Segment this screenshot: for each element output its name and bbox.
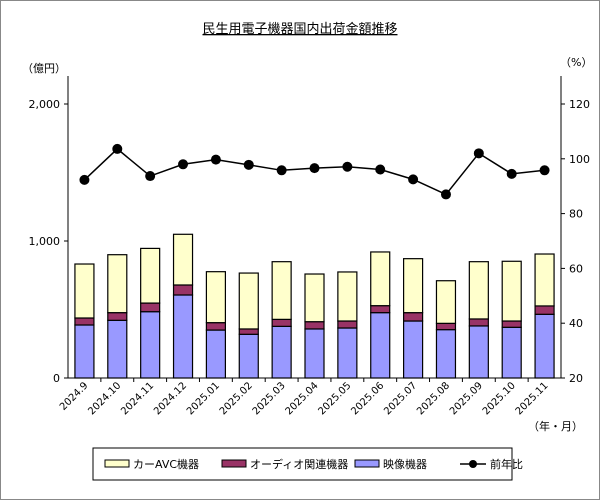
bar-オーディオ関連機器 [238,328,259,335]
bar-オーディオ関連機器 [205,322,226,331]
y-left-tick-label: 2,000 [29,98,61,111]
x-tick-label: 2025.10 [481,380,518,417]
x-tick-label: 2025.07 [382,380,419,417]
bar-映像機器 [501,326,522,379]
y-right-label: （%） [560,56,592,69]
y-left-label: （億円） [22,62,66,75]
bar-カーAVC機器 [140,247,161,304]
line-point [276,165,287,176]
bar-オーディオ関連機器 [172,284,194,296]
bar-オーディオ関連機器 [468,318,489,327]
bar-カーAVC機器 [370,251,391,307]
bar-カーAVC機器 [205,271,226,324]
bar-オーディオ関連機器 [271,318,292,327]
bar-映像機器 [172,294,194,379]
legend-marker [469,460,477,468]
y-right-tick-label: 100 [569,153,590,166]
y-right-tick-label: 80 [569,208,583,221]
bar-カーAVC機器 [271,261,292,320]
x-tick-label: 2024.10 [86,380,123,417]
bar-映像機器 [435,329,457,379]
line-point [375,164,386,175]
bar-映像機器 [238,333,259,379]
x-tick-label: 2024.12 [152,380,189,417]
legend-swatch [221,459,247,468]
bar-カーAVC機器 [468,261,489,320]
bar-オーディオ関連機器 [74,317,95,326]
bar-映像機器 [304,328,325,379]
x-tick-label: 2025.05 [316,380,353,417]
line-point [243,159,254,170]
legend-box [92,447,513,481]
line-point [112,143,123,154]
x-unit-label: （年・月） [528,419,583,433]
line-point [145,171,156,182]
y-right-tick-label: 20 [569,372,583,385]
bar-映像機器 [205,329,226,379]
x-tick-label: 2025.08 [415,380,452,417]
bar-映像機器 [74,324,95,379]
legend-label: 映像機器 [383,457,427,471]
bar-カーAVC機器 [337,271,358,322]
y-right-tick-label: 120 [569,98,590,111]
legend-label: オーディオ関連機器 [250,457,348,471]
bar-オーディオ関連機器 [140,302,161,313]
bar-映像機器 [107,319,128,379]
line-point [178,159,189,170]
line-point [506,168,517,179]
x-tick-label: 2024.9 [58,380,91,413]
x-tick-label: 2025.11 [514,380,551,417]
y-right-tick-label: 60 [569,262,583,275]
legend-label: 前年比 [490,457,523,471]
x-tick-label: 2025.09 [448,380,485,417]
legend-label: カーAVC機器 [133,457,199,471]
legend-swatch [354,459,380,468]
bar-オーディオ関連機器 [403,312,424,322]
bar-カーAVC機器 [238,272,259,330]
x-tick-label: 2024.11 [119,380,156,417]
x-tick-label: 2025.01 [185,380,222,417]
bar-カーAVC機器 [403,258,424,314]
x-tick-label: 2025.06 [349,380,386,417]
line-point [473,148,484,159]
bar-オーディオ関連機器 [370,305,391,314]
y-right-tick-label: 40 [569,317,583,330]
bar-映像機器 [403,320,424,379]
line-point [539,165,550,176]
bar-カーAVC機器 [304,273,325,323]
bar-オーディオ関連機器 [304,321,325,330]
x-tick-label: 2025.02 [218,380,255,417]
line-point [408,174,419,185]
bar-映像機器 [468,325,489,379]
line-point [210,154,221,165]
chart-title: 民生用電子機器国内出荷金額推移 [202,21,397,37]
line-point [342,161,353,172]
bar-カーAVC機器 [435,280,457,324]
y-left-tick-label: 1,000 [29,235,61,248]
bar-カーAVC機器 [534,253,555,307]
bar-カーAVC機器 [501,260,522,322]
bar-オーディオ関連機器 [107,312,128,321]
y-left-tick-label: 0 [53,372,60,385]
bar-オーディオ関連機器 [337,320,358,329]
x-tick-label: 2025.03 [251,380,288,417]
bar-カーAVC機器 [107,254,128,314]
bar-映像機器 [140,311,161,379]
bar-カーAVC機器 [74,263,95,319]
line-point [309,163,320,174]
bar-カーAVC機器 [172,233,194,286]
bar-オーディオ関連機器 [501,320,522,328]
bar-映像機器 [534,313,555,379]
line-point [79,174,90,185]
bar-映像機器 [271,325,292,379]
legend-swatch [104,459,130,468]
x-tick-label: 2025.04 [284,380,321,417]
bar-オーディオ関連機器 [534,305,555,315]
bar-オーディオ関連機器 [435,322,457,331]
line-point [440,189,451,200]
bar-映像機器 [337,327,358,379]
bar-映像機器 [370,312,391,379]
